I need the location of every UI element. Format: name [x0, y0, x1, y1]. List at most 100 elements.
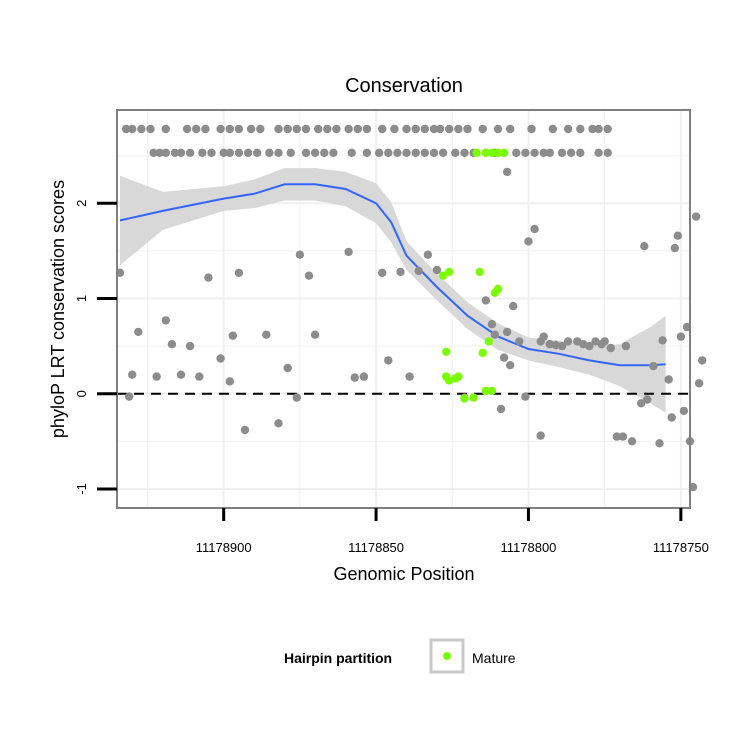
data-point-other — [530, 148, 539, 157]
data-point-mature — [460, 394, 469, 403]
data-point-other — [262, 330, 271, 339]
data-point-other — [502, 167, 512, 177]
data-point-other — [603, 124, 612, 134]
data-point-other — [463, 124, 472, 134]
data-point-other — [301, 148, 311, 157]
data-point-other — [134, 327, 143, 337]
data-point-other — [378, 268, 387, 277]
data-point-other — [548, 124, 557, 134]
data-point-other — [527, 124, 536, 134]
data-point-other — [274, 419, 283, 428]
data-point-other — [195, 372, 204, 381]
data-point-other — [304, 271, 314, 280]
data-point-other — [204, 273, 213, 282]
legend-label-mature: Mature — [472, 650, 516, 666]
data-point-other — [378, 124, 387, 134]
data-point-other — [451, 148, 460, 157]
x-tick-label: 11178900 — [196, 540, 252, 555]
data-point-other — [219, 148, 228, 157]
data-point-other — [234, 124, 244, 134]
data-point-other — [329, 148, 338, 157]
data-point-other — [496, 404, 506, 414]
data-point-other — [621, 341, 631, 351]
data-point-mature — [487, 148, 497, 157]
data-point-other — [640, 242, 649, 251]
data-point-mature — [484, 337, 493, 346]
data-point-other — [310, 148, 320, 157]
data-point-other — [128, 124, 137, 134]
data-point-other — [490, 330, 500, 339]
data-point-mature — [481, 386, 490, 396]
data-point-other — [667, 413, 676, 422]
data-point-other — [420, 148, 429, 157]
data-point-other — [295, 250, 305, 259]
data-point-other — [487, 320, 497, 329]
data-point-other — [350, 373, 359, 382]
data-point-other — [125, 392, 134, 401]
y-tick-label: 2 — [74, 200, 89, 207]
data-point-other — [283, 124, 292, 134]
data-point-other — [384, 356, 393, 365]
data-point-mature — [493, 148, 503, 157]
data-point-other — [676, 332, 686, 341]
data-point-other — [374, 148, 384, 157]
data-point-other — [499, 353, 509, 362]
data-point-other — [137, 124, 146, 134]
data-point-other — [478, 124, 487, 134]
data-point-other — [576, 148, 585, 157]
data-point-other — [292, 124, 301, 134]
data-point-other — [637, 399, 646, 408]
legend-marker-mature — [443, 652, 451, 660]
data-point-other — [502, 327, 512, 337]
data-point-mature — [472, 148, 481, 157]
data-point-other — [545, 148, 554, 157]
data-point-other — [627, 437, 637, 446]
data-point-other — [679, 406, 689, 416]
data-point-other — [155, 148, 164, 157]
data-point-other — [515, 337, 524, 346]
data-point-mature — [499, 148, 509, 157]
data-point-other — [362, 148, 372, 157]
data-point-other — [566, 148, 576, 157]
data-point-other — [557, 148, 567, 157]
data-point-other — [240, 425, 250, 435]
legend-title: Hairpin partition — [284, 650, 392, 666]
data-point-other — [563, 337, 573, 346]
chart-title: Conservation — [345, 75, 463, 97]
data-point-other — [201, 124, 210, 134]
data-point-mature — [475, 267, 484, 277]
data-point-other — [359, 372, 369, 381]
data-point-other — [649, 361, 658, 371]
data-point-other — [234, 268, 244, 277]
data-point-other — [274, 124, 283, 134]
data-point-other — [512, 148, 521, 157]
data-point-other — [420, 124, 429, 134]
data-point-other — [405, 372, 414, 381]
data-point-other — [460, 148, 469, 157]
panel-border — [116, 109, 691, 509]
data-point-other — [435, 124, 445, 134]
y-tick-label: 1 — [74, 295, 89, 302]
data-point-other — [152, 372, 161, 381]
data-point-other — [390, 124, 399, 134]
data-point-other — [563, 124, 573, 134]
data-point-other — [481, 296, 490, 305]
axis-layer: 11178900 11178850 11178800 11178750 -1 0 1 2 — [74, 200, 709, 555]
x-tick-label: 11178850 — [348, 540, 404, 555]
data-point-other — [301, 124, 311, 134]
data-point-other — [402, 124, 411, 134]
data-point-other — [524, 237, 533, 246]
data-point-other — [161, 148, 170, 157]
data-point-other — [600, 337, 609, 346]
points-layer — [115, 124, 707, 492]
data-point-mature — [445, 376, 454, 385]
data-point-other — [588, 124, 597, 134]
grid-lines — [117, 110, 690, 508]
data-point-other — [539, 148, 548, 157]
data-point-other — [353, 124, 362, 134]
data-point-other — [161, 124, 170, 134]
data-point-other — [530, 224, 539, 234]
data-point-other — [506, 124, 515, 134]
data-point-other — [594, 148, 603, 157]
